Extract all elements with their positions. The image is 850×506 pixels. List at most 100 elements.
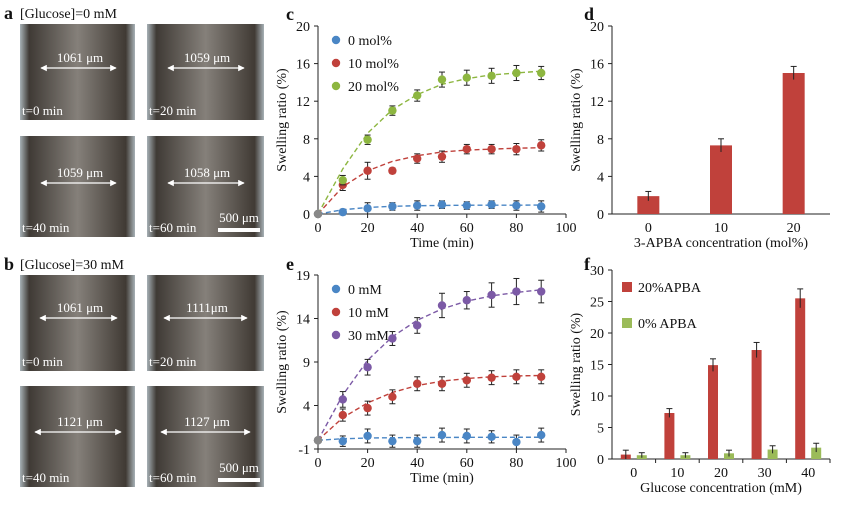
legend-marker xyxy=(622,282,632,292)
data-point xyxy=(512,201,521,210)
data-point xyxy=(487,144,496,154)
y-tick-label: 8 xyxy=(303,133,310,148)
bar xyxy=(782,73,805,214)
data-point xyxy=(413,154,422,163)
data-point xyxy=(512,68,521,78)
width-label: 1059 μm xyxy=(184,50,230,65)
y-tick-label: 5 xyxy=(597,422,604,437)
fit-curve xyxy=(317,289,542,441)
data-point xyxy=(338,395,347,404)
x-tick-label: 60 xyxy=(460,221,474,236)
data-point xyxy=(413,201,422,210)
bar xyxy=(664,413,675,459)
panel-label-a: a xyxy=(4,3,13,23)
x-axis-label: Time (min) xyxy=(410,236,474,251)
panel-a: a [Glucose]=0 mM xyxy=(4,3,117,23)
data-point xyxy=(462,431,471,441)
x-tick-label: 0 xyxy=(315,456,322,471)
x-tick-label: 80 xyxy=(509,456,523,471)
data-point xyxy=(363,166,372,175)
panel-label-d: d xyxy=(584,4,594,24)
fit-curve xyxy=(317,436,542,441)
scale-bar-label: 500 μm xyxy=(219,460,259,475)
legend-label: 0 mol% xyxy=(348,34,392,49)
data-point xyxy=(388,334,397,343)
y-axis-label: Swelling ratio (%) xyxy=(275,310,290,414)
y-tick-label: 9 xyxy=(303,356,310,371)
series-1 xyxy=(636,442,822,459)
y-tick-label: 0 xyxy=(597,208,604,223)
scale-bar-a: 500 μm xyxy=(218,210,260,232)
legend-marker xyxy=(331,284,341,294)
series-0 xyxy=(313,427,546,450)
fit-curve xyxy=(317,147,542,215)
data-point xyxy=(512,144,521,154)
bar xyxy=(767,449,778,459)
x-tick-label: 40 xyxy=(801,466,815,481)
data-point xyxy=(437,379,447,388)
panel-b: b [Glucose]=30 mM xyxy=(4,254,124,274)
panel-label-c: c xyxy=(286,4,294,24)
legend-label: 10 mM xyxy=(348,306,389,321)
data-point xyxy=(537,287,546,296)
width-label: 1061 μm xyxy=(57,300,103,315)
x-axis-label: Glucose concentration (mM) xyxy=(640,481,802,496)
x-tick-label: 10 xyxy=(670,466,684,481)
time-label: t=40 min xyxy=(22,470,70,485)
x-tick-label: 60 xyxy=(460,456,474,471)
y-tick-label: 14 xyxy=(296,313,310,328)
x-tick-label: 100 xyxy=(556,456,577,471)
scale-bar-b: 500 μm xyxy=(218,460,260,482)
data-point xyxy=(338,207,347,217)
data-point xyxy=(487,71,496,81)
series-2 xyxy=(313,277,546,445)
y-tick-label: 30 xyxy=(590,264,604,279)
x-tick-label: 0 xyxy=(630,466,637,481)
bar xyxy=(811,447,822,459)
legend-label: 30 mM xyxy=(348,329,389,344)
time-label: t=0 min xyxy=(22,354,63,369)
legend-label: 20 mol% xyxy=(348,80,399,95)
width-label: 1061 μm xyxy=(57,50,103,65)
bar xyxy=(795,298,806,459)
data-point xyxy=(388,166,397,175)
x-tick-label: 40 xyxy=(410,456,424,471)
data-point xyxy=(413,379,422,388)
time-label: t=0 min xyxy=(22,103,63,118)
series-0 xyxy=(637,65,805,214)
data-point xyxy=(462,376,471,385)
width-label: 1121 μm xyxy=(57,414,103,429)
data-point xyxy=(462,144,471,154)
y-tick-label: 16 xyxy=(590,58,604,73)
y-tick-label: 4 xyxy=(303,400,310,415)
data-point xyxy=(437,430,447,440)
time-label: t=40 min xyxy=(22,220,70,235)
micrograph-a-3: 1058 μm t=60 min xyxy=(147,136,264,237)
y-tick-label: 12 xyxy=(296,95,310,110)
series-1 xyxy=(313,139,546,219)
panel-a-condition: [Glucose]=0 mM xyxy=(20,7,117,22)
data-point xyxy=(437,301,447,310)
width-label: 1127 μm xyxy=(184,414,230,429)
data-point xyxy=(388,106,397,115)
y-tick-label: -1 xyxy=(298,443,310,458)
data-point xyxy=(313,209,323,219)
x-tick-label: 100 xyxy=(556,221,577,236)
data-point xyxy=(537,372,546,381)
fit-curve xyxy=(317,374,542,441)
data-point xyxy=(487,200,496,209)
legend-marker xyxy=(622,318,632,328)
legend-label: 10 mol% xyxy=(348,57,399,72)
x-tick-label: 40 xyxy=(410,221,424,236)
fit-curve xyxy=(317,204,542,215)
x-tick-label: 80 xyxy=(509,221,523,236)
legend-label: 0% APBA xyxy=(638,317,698,332)
y-tick-label: 25 xyxy=(590,296,604,311)
data-point xyxy=(388,436,397,446)
data-point xyxy=(313,436,323,445)
x-tick-label: 0 xyxy=(315,221,322,236)
x-tick-label: 20 xyxy=(361,456,375,471)
x-tick-label: 30 xyxy=(758,466,772,481)
micrograph-a-1: 1059 μm t=20 min xyxy=(147,24,264,120)
panel-label-f: f xyxy=(584,254,591,274)
